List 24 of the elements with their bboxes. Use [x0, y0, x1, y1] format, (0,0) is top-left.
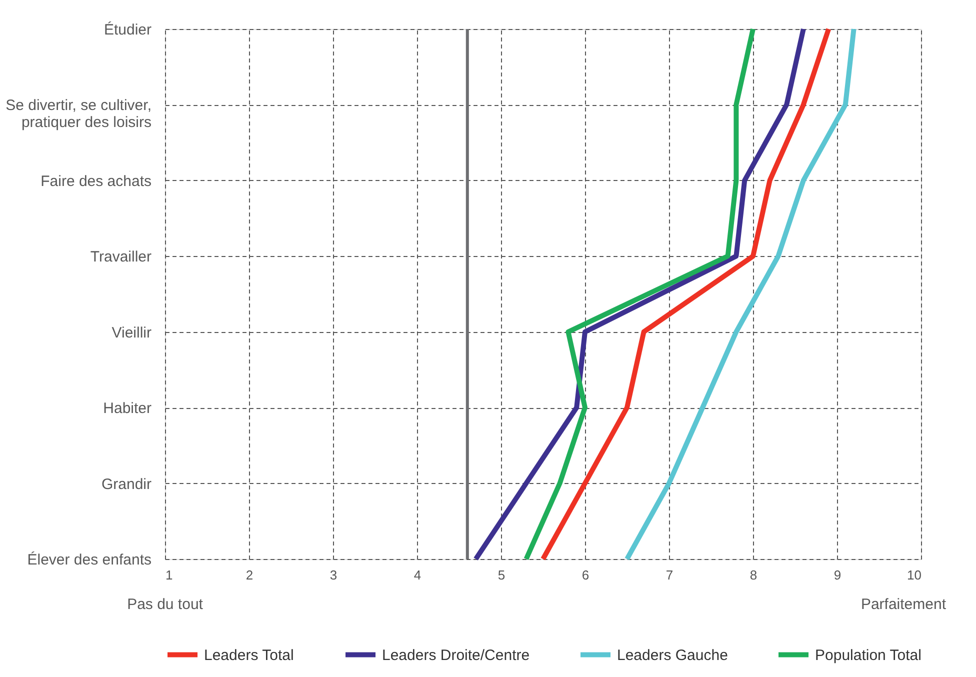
legend-label: Leaders Droite/Centre	[382, 646, 530, 664]
x-tick-label: 6	[582, 568, 590, 582]
y-tick-label: Vieillir	[112, 324, 152, 342]
x-tick-label: 7	[666, 568, 674, 582]
x-tick-label: 10	[907, 568, 922, 582]
x-tick-label: 3	[330, 568, 338, 582]
y-tick-label: Faire des achats	[40, 172, 152, 190]
legend-label: Leaders Gauche	[617, 646, 728, 664]
y-tick-label: Se divertir, se cultiver, pratiquer des loisirs	[6, 97, 152, 132]
x-tick-label: 4	[414, 568, 422, 582]
y-tick-label: Travailler	[90, 248, 152, 266]
x-tick-label: 9	[834, 568, 842, 582]
legend-label: Leaders Total	[204, 646, 294, 664]
x-tick-label: 2	[246, 568, 254, 582]
y-tick-label: Grandir	[101, 476, 152, 493]
text: Parfaitement	[860, 596, 947, 613]
text: Pas du tout	[127, 596, 204, 613]
y-tick-label: Étudier	[104, 20, 152, 38]
y-tick-label: Élever des enfants	[27, 550, 152, 568]
legend-label: Population Total	[815, 646, 922, 664]
x-tick-label: 5	[498, 568, 506, 582]
y-tick-label: Habiter	[103, 400, 152, 418]
x-tick-label: 1	[166, 568, 173, 582]
x-tick-label: 8	[750, 568, 758, 582]
